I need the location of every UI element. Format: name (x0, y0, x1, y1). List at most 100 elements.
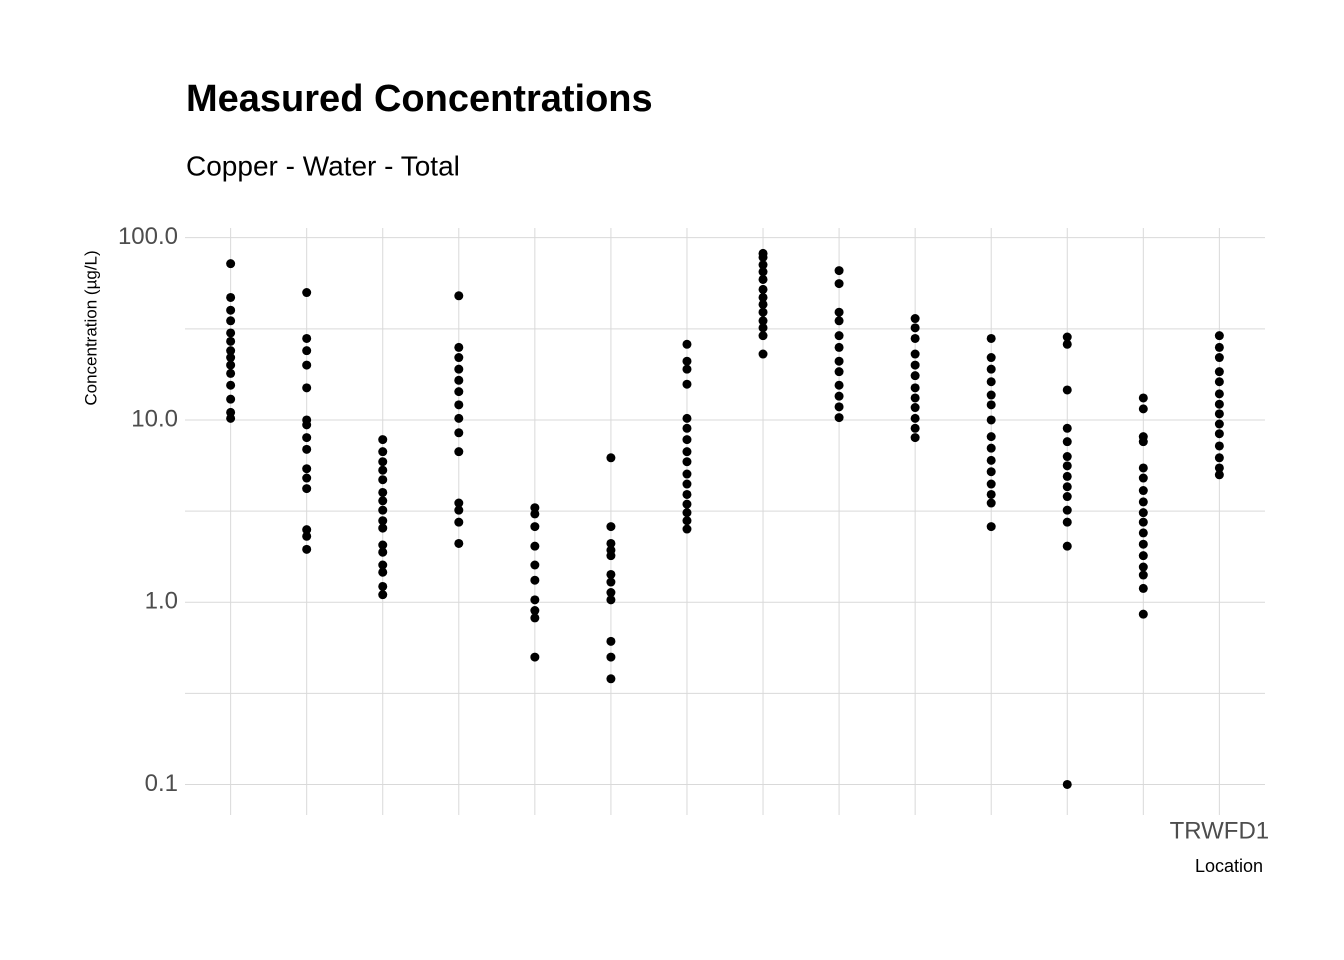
point (1138, 609, 1148, 619)
point (454, 517, 464, 527)
point (758, 299, 768, 309)
point (1062, 492, 1072, 502)
point (1062, 385, 1072, 395)
point (1138, 528, 1148, 538)
point (606, 551, 616, 561)
point (758, 323, 768, 333)
point (378, 496, 388, 506)
point (530, 595, 540, 605)
point (1138, 463, 1148, 473)
point (378, 560, 388, 570)
point (1062, 452, 1072, 462)
point (226, 259, 236, 269)
point (378, 475, 388, 485)
point (1138, 517, 1148, 527)
point (986, 522, 996, 532)
point (986, 333, 996, 343)
point (1214, 342, 1224, 352)
point (1062, 541, 1072, 551)
point (606, 577, 616, 587)
point (682, 447, 692, 457)
point (454, 447, 464, 457)
point (758, 284, 768, 294)
point (454, 291, 464, 301)
point (530, 652, 540, 662)
point (986, 364, 996, 374)
point (834, 342, 844, 352)
point (910, 393, 920, 403)
y-tick-label: 0.1 (145, 770, 178, 797)
point (378, 457, 388, 467)
point (530, 613, 540, 623)
chart-subtitle: Copper - Water - Total (186, 150, 460, 181)
point (758, 252, 768, 262)
point (454, 364, 464, 374)
point (834, 413, 844, 423)
point (682, 499, 692, 509)
point (1138, 393, 1148, 403)
point (910, 371, 920, 381)
point (378, 590, 388, 600)
point (606, 569, 616, 579)
point (302, 288, 312, 298)
point (682, 423, 692, 433)
point (682, 356, 692, 366)
point (530, 509, 540, 519)
point (1138, 562, 1148, 572)
point (454, 375, 464, 385)
point (302, 531, 312, 541)
point (834, 279, 844, 289)
point (1062, 423, 1072, 433)
point (910, 314, 920, 324)
point (682, 479, 692, 489)
point (682, 364, 692, 374)
point (1214, 399, 1224, 409)
point (226, 368, 236, 378)
point (910, 360, 920, 370)
point (758, 267, 768, 277)
point (378, 540, 388, 550)
point (302, 383, 312, 393)
point (226, 305, 236, 315)
chart-title: Measured Concentrations (186, 78, 653, 120)
point (226, 353, 236, 363)
point (1062, 437, 1072, 447)
point (834, 391, 844, 401)
point (986, 489, 996, 499)
point (378, 435, 388, 445)
y-tick-label: 10.0 (131, 405, 178, 432)
point (682, 489, 692, 499)
point (1138, 437, 1148, 447)
point (1214, 353, 1224, 363)
point (986, 377, 996, 387)
point (910, 433, 920, 443)
point (986, 415, 996, 425)
point (1138, 497, 1148, 507)
point (1138, 551, 1148, 561)
point (1214, 453, 1224, 463)
point (378, 516, 388, 526)
point (758, 292, 768, 302)
point (1062, 482, 1072, 492)
point (302, 360, 312, 370)
point (530, 606, 540, 616)
point (1214, 377, 1224, 387)
point (1214, 419, 1224, 429)
point (1214, 331, 1224, 341)
point (1062, 517, 1072, 527)
point (986, 498, 996, 508)
point (454, 353, 464, 363)
point (378, 581, 388, 591)
point (1138, 583, 1148, 593)
point (986, 479, 996, 489)
point (1214, 441, 1224, 451)
point (302, 544, 312, 554)
point (530, 522, 540, 532)
point (1138, 508, 1148, 518)
point (986, 390, 996, 400)
point (606, 522, 616, 532)
point (682, 457, 692, 467)
point (226, 328, 236, 338)
y-tick-label: 1.0 (145, 588, 178, 615)
point (682, 508, 692, 518)
